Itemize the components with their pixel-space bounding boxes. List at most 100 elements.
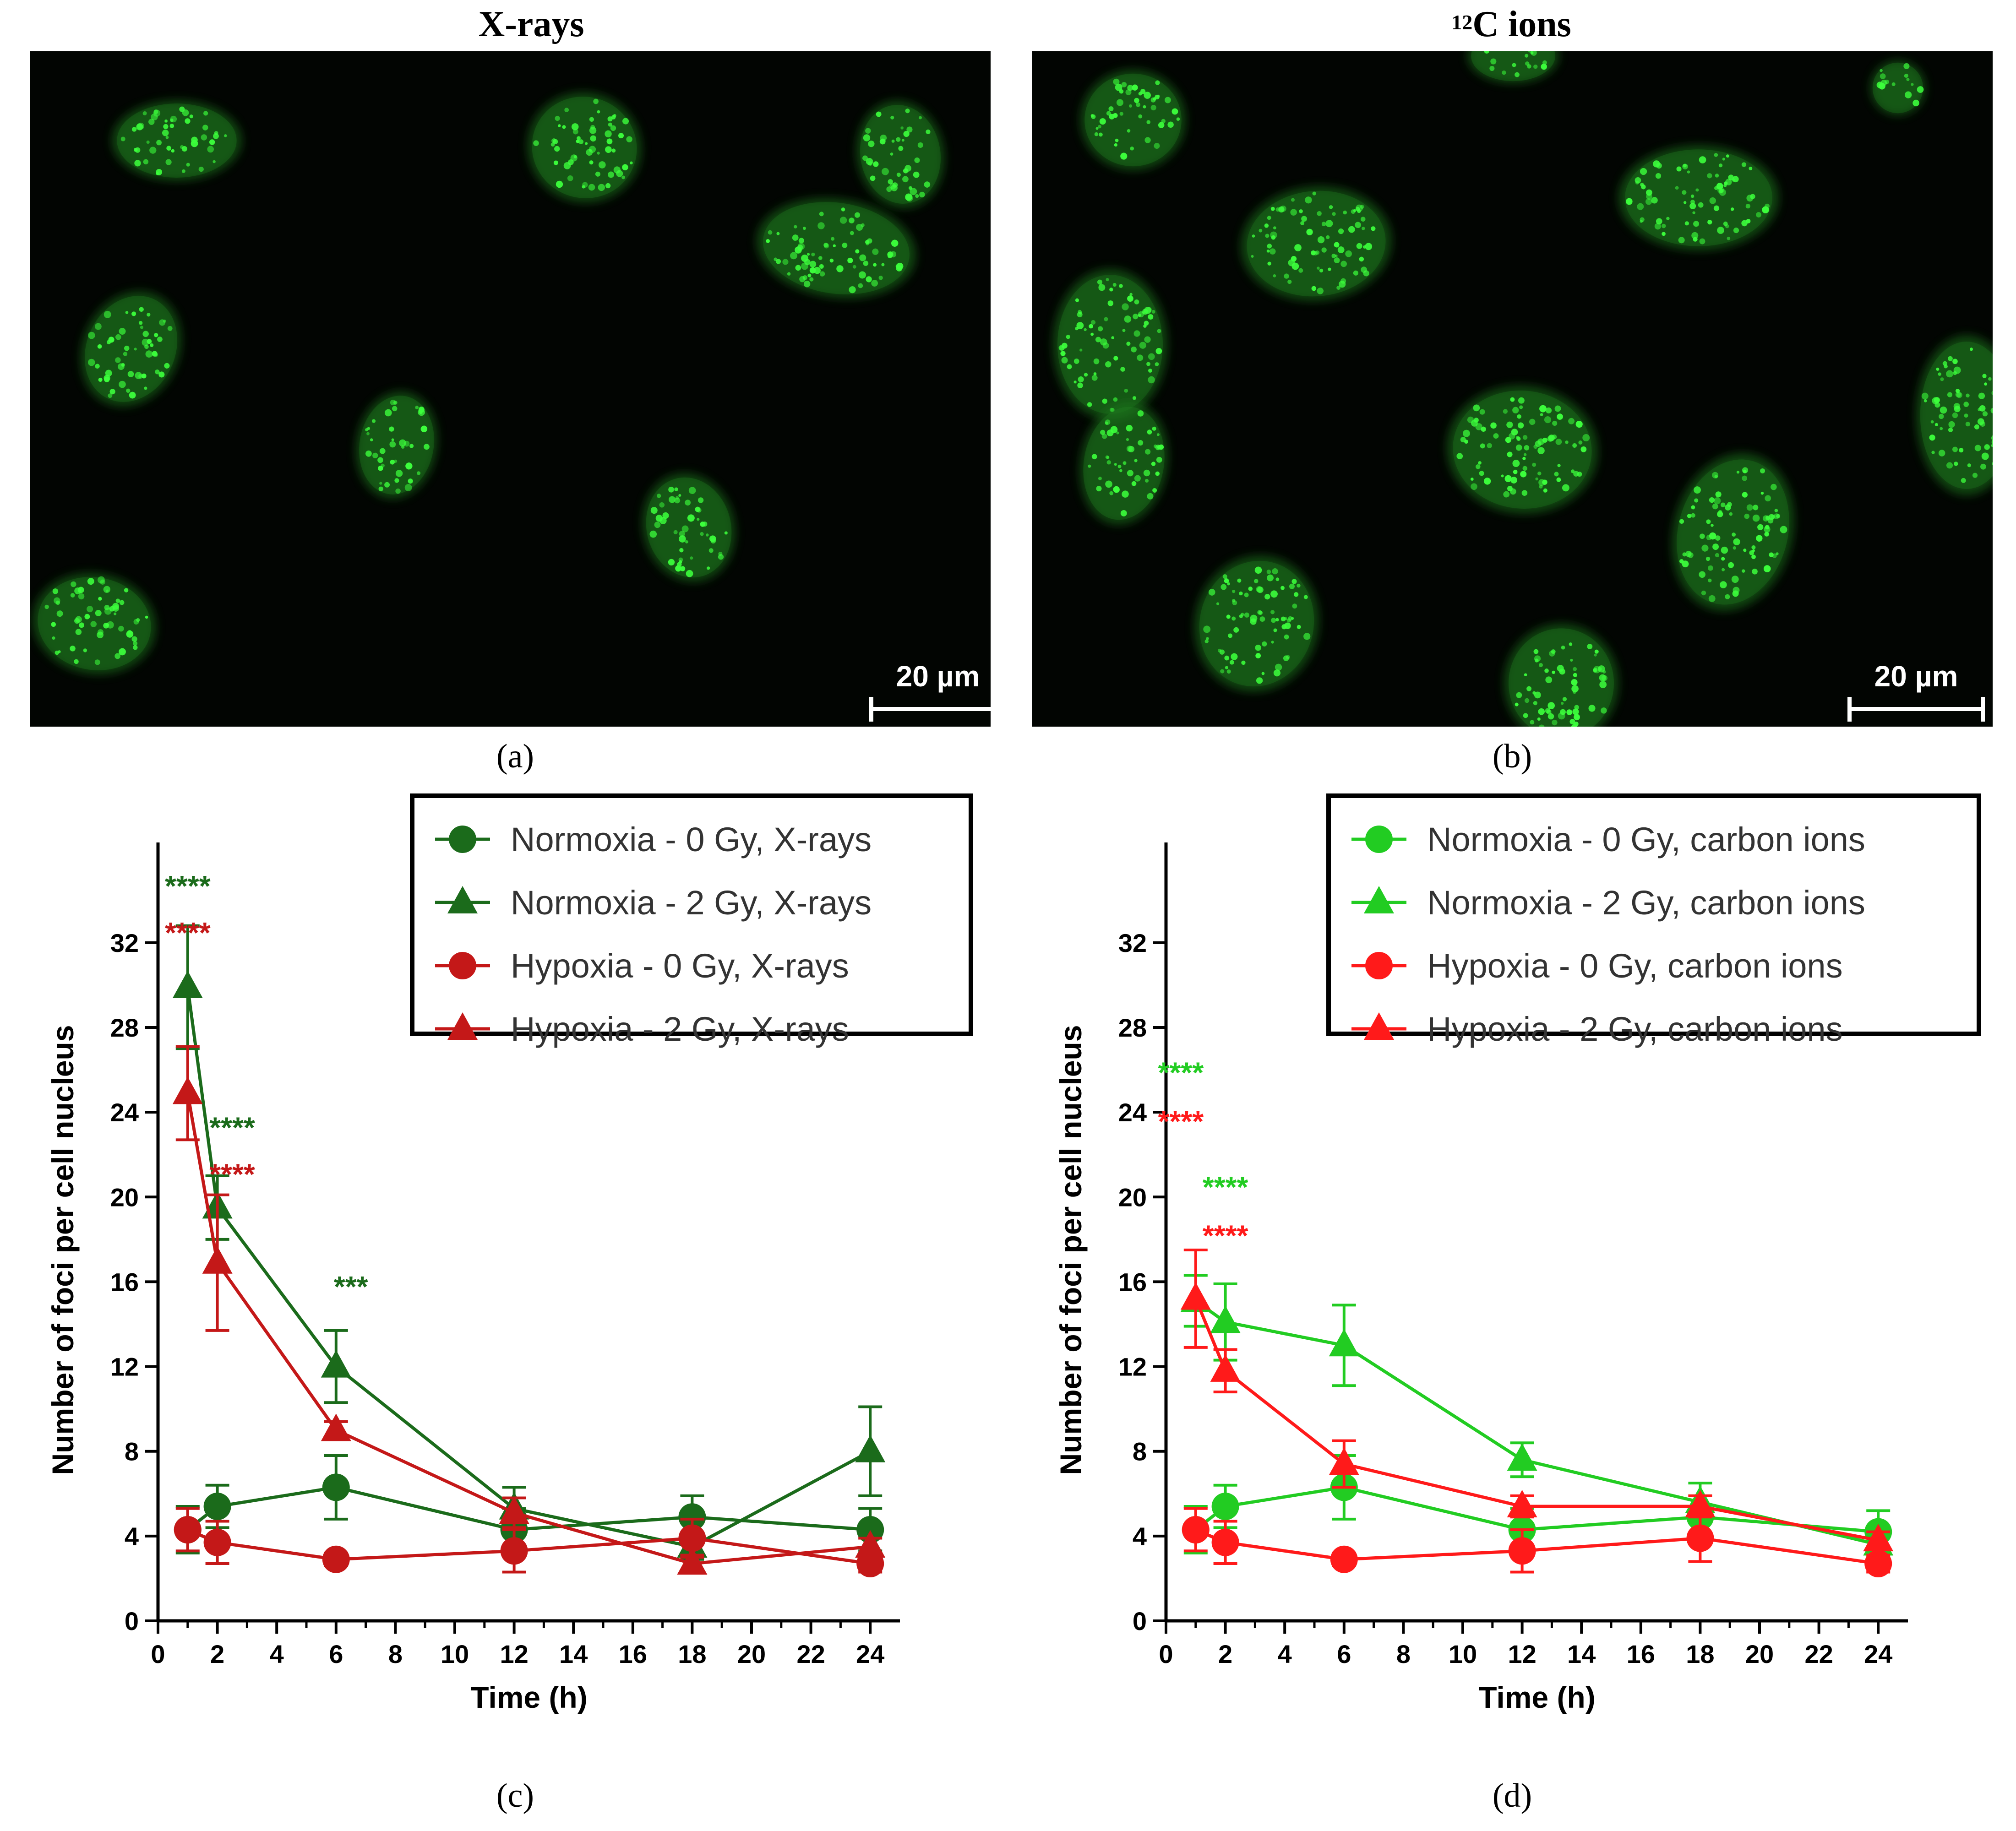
cell-nucleus — [1618, 145, 1779, 250]
cell-nucleus — [355, 391, 438, 499]
legend-label: Hypoxia - 0 Gy, X-rays — [511, 947, 849, 985]
data-point — [203, 1528, 231, 1556]
cell-nucleus — [112, 100, 242, 181]
x-tick-label: 4 — [1278, 1640, 1292, 1668]
y-tick-label: 8 — [125, 1437, 139, 1466]
data-point — [1210, 1305, 1241, 1333]
data-point — [1329, 1329, 1359, 1357]
data-point — [1863, 1524, 1894, 1552]
cell-nucleus — [642, 473, 736, 582]
scale-bar-label: 20 µm — [896, 660, 980, 693]
cell-nucleus — [1053, 269, 1167, 420]
legend-marker — [1365, 952, 1393, 979]
legend-item: Normoxia - 2 Gy, X-rays — [435, 884, 872, 922]
legend-marker — [1365, 826, 1393, 853]
y-tick-label: 16 — [110, 1267, 139, 1296]
significance-label: **** — [209, 1111, 255, 1144]
microscopy-image-xrays: 20 µm — [30, 51, 991, 727]
series-line — [1194, 1298, 1879, 1542]
microscopy-nuclei — [33, 92, 944, 674]
cell-nucleus — [1080, 70, 1186, 170]
scale-bar-label: 20 µm — [1874, 660, 1958, 693]
legend-label: Normoxia - 0 Gy, carbon ions — [1427, 820, 1865, 858]
x-axis-label: Time (h) — [470, 1680, 587, 1714]
series-hypoxia-0-gy-x-rays — [174, 1507, 884, 1578]
legend-marker — [447, 886, 478, 913]
y-tick-label: 28 — [110, 1013, 139, 1042]
x-tick-label: 2 — [1218, 1640, 1232, 1668]
y-tick-label: 0 — [1133, 1607, 1147, 1635]
data-point — [1508, 1537, 1536, 1565]
y-tick-label: 28 — [1118, 1013, 1147, 1042]
legend: Normoxia - 0 Gy, carbon ions Normoxia - 2… — [1326, 793, 1981, 1048]
y-tick-label: 8 — [1133, 1437, 1147, 1466]
legend-label: Normoxia - 2 Gy, X-rays — [511, 884, 872, 922]
series-normoxia-0-gy-carbon-ions — [1182, 1454, 1892, 1554]
microscopy-image-carbon-ions: 20 µm — [1032, 51, 1993, 727]
cell-nucleus — [856, 100, 944, 208]
legend-item: Normoxia - 0 Gy, X-rays — [435, 820, 872, 858]
x-tick-label: 24 — [1864, 1640, 1892, 1668]
series-line — [187, 1528, 871, 1565]
y-tick-label: 20 — [110, 1183, 139, 1212]
legend: Normoxia - 0 Gy, X-rays Normoxia - 2 Gy, … — [410, 793, 973, 1048]
y-tick-label: 20 — [1118, 1183, 1147, 1212]
data-point — [678, 1503, 706, 1531]
cell-nucleus — [1916, 335, 1993, 495]
x-tick-label: 24 — [856, 1640, 884, 1668]
cell-nucleus — [757, 198, 916, 299]
series-normoxia-0-gy-x-rays — [174, 1454, 884, 1554]
significance-label: **** — [1203, 1170, 1248, 1203]
cell-nucleus — [1241, 186, 1392, 301]
y-tick-label: 32 — [110, 929, 139, 957]
legend-marker — [447, 1012, 478, 1040]
x-tick-label: 4 — [270, 1640, 284, 1668]
series-line — [1194, 1485, 1879, 1534]
y-tick-label: 4 — [125, 1522, 139, 1551]
data-point — [856, 1516, 884, 1543]
legend-marker — [449, 826, 476, 853]
x-tick-label: 16 — [1627, 1640, 1655, 1668]
data-point — [1864, 1550, 1892, 1578]
panel-a-caption: (a) — [496, 738, 534, 775]
data-point — [321, 1350, 351, 1378]
data-point — [1182, 1516, 1210, 1543]
data-point — [322, 1473, 350, 1501]
cell-nucleus — [1447, 385, 1598, 514]
data-point — [500, 1537, 528, 1565]
cell-nucleus — [527, 92, 642, 203]
y-tick-label: 0 — [125, 1607, 139, 1635]
legend-marker — [1364, 1012, 1394, 1040]
legend-label: Hypoxia - 2 Gy, X-rays — [511, 1010, 849, 1048]
panel-c-caption: (c) — [496, 1777, 534, 1815]
legend-label: Hypoxia - 0 Gy, carbon ions — [1427, 947, 1843, 985]
cell-nucleus — [1194, 555, 1319, 692]
data-point — [1211, 1528, 1239, 1556]
legend-item: Normoxia - 2 Gy, carbon ions — [1351, 884, 1865, 922]
significance-label: **** — [165, 869, 211, 902]
data-point — [1686, 1524, 1714, 1552]
scale-bar: 20 µm — [869, 660, 991, 722]
data-point — [677, 1547, 708, 1575]
panel-a-title: X-rays — [478, 4, 584, 44]
data-point — [1507, 1490, 1537, 1518]
x-tick-label: 2 — [210, 1640, 224, 1668]
data-point — [1210, 1354, 1241, 1382]
y-tick-label: 32 — [1118, 929, 1147, 957]
series-hypoxia-2-gy-x-rays — [172, 1045, 886, 1575]
significance-label: **** — [165, 916, 211, 949]
data-point — [322, 1545, 350, 1573]
data-point — [1180, 1282, 1211, 1310]
x-tick-label: 14 — [1567, 1640, 1596, 1668]
x-tick-label: 20 — [737, 1640, 766, 1668]
data-point — [855, 1434, 886, 1462]
x-tick-label: 16 — [619, 1640, 647, 1668]
y-tick-label: 4 — [1133, 1522, 1147, 1551]
x-tick-label: 22 — [796, 1640, 825, 1668]
significance-label: **** — [1158, 1105, 1204, 1138]
data-point — [1685, 1490, 1716, 1518]
x-tick-label: 14 — [559, 1640, 588, 1668]
x-tick-label: 0 — [1159, 1640, 1173, 1668]
